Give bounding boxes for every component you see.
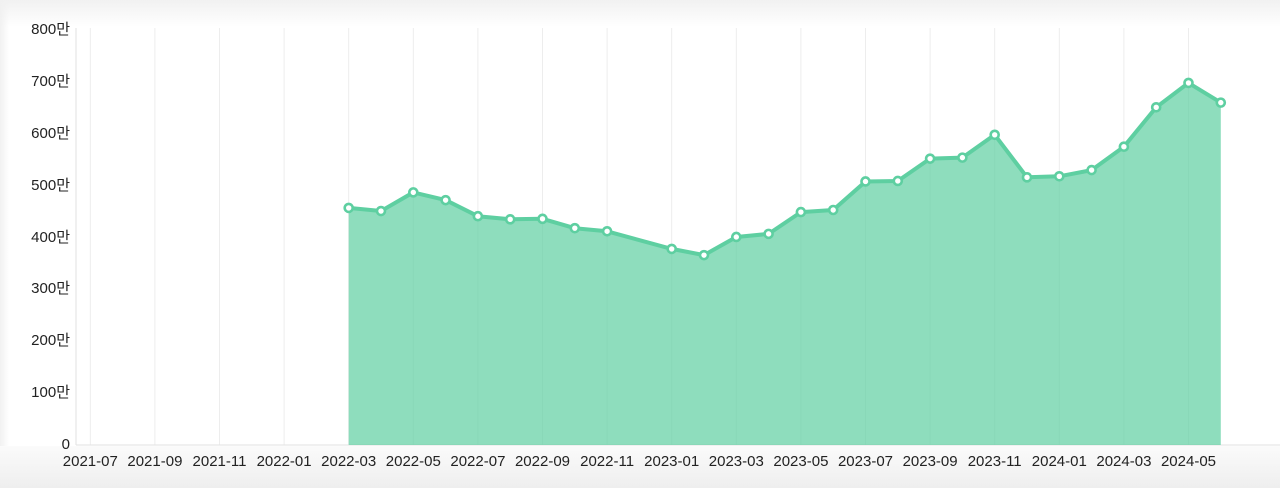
- y-axis-tick-label: 500만: [31, 176, 70, 194]
- data-point-marker[interactable]: [1150, 101, 1162, 113]
- x-axis-tick-label: 2022-11: [580, 453, 635, 470]
- data-point-marker[interactable]: [666, 243, 678, 255]
- data-point-marker[interactable]: [1021, 172, 1033, 183]
- data-point-marker[interactable]: [407, 187, 419, 198]
- data-point-marker[interactable]: [1054, 170, 1065, 182]
- data-point-marker[interactable]: [440, 194, 451, 206]
- data-point-marker[interactable]: [1215, 97, 1227, 108]
- data-point-marker[interactable]: [795, 206, 807, 218]
- data-point-marker[interactable]: [569, 222, 581, 234]
- x-axis-tick-label: 2021-07: [62, 453, 118, 470]
- series-area-fill: [348, 82, 1221, 446]
- data-point-marker[interactable]: [989, 129, 1001, 141]
- data-point-marker[interactable]: [1183, 77, 1194, 89]
- x-axis-tick-label: 2021-09: [127, 453, 183, 470]
- x-axis-tick-label: 2022-05: [385, 453, 441, 470]
- y-axis-tick-label: 600만: [31, 124, 70, 142]
- data-point-marker[interactable]: [892, 175, 904, 187]
- x-axis-tick-label: 2023-03: [708, 453, 764, 470]
- x-axis-tick-label: 2023-11: [967, 453, 1022, 470]
- data-point-marker[interactable]: [601, 225, 613, 237]
- data-point-marker[interactable]: [537, 213, 548, 225]
- data-point-marker[interactable]: [1118, 141, 1130, 153]
- data-point-marker[interactable]: [504, 214, 516, 225]
- x-axis-tick-label: 2022-01: [256, 453, 312, 470]
- x-axis-tick-label: 2024-01: [1031, 453, 1087, 470]
- data-point-marker[interactable]: [698, 249, 710, 261]
- y-axis-tick-label: 300만: [31, 280, 70, 298]
- data-point-marker[interactable]: [1086, 164, 1097, 176]
- data-point-marker[interactable]: [763, 228, 774, 240]
- data-point-marker[interactable]: [924, 153, 936, 164]
- top-edge-gradient: [0, 0, 1280, 27]
- data-point-marker[interactable]: [827, 204, 839, 216]
- bottom-axis-band: [0, 446, 1280, 488]
- data-point-marker[interactable]: [730, 231, 742, 243]
- x-axis-tick-label: 2022-09: [514, 453, 571, 470]
- data-point-marker[interactable]: [957, 152, 968, 163]
- x-axis-tick-label: 2023-09: [902, 453, 958, 470]
- y-axis-tick-label: 200만: [31, 332, 70, 350]
- x-axis-tick-label: 2024-05: [1160, 453, 1217, 470]
- data-point-marker[interactable]: [860, 176, 871, 187]
- x-axis-tick-label: 2022-07: [450, 453, 506, 470]
- data-point-marker[interactable]: [343, 202, 355, 214]
- x-axis-tick-label: 2023-07: [837, 453, 894, 470]
- x-axis-tick-label: 2022-03: [321, 453, 377, 470]
- y-axis-tick-label: 700만: [31, 72, 70, 90]
- data-point-marker[interactable]: [375, 205, 387, 217]
- x-axis-tick-label: 2021-11: [192, 453, 247, 470]
- data-point-marker[interactable]: [472, 210, 484, 222]
- y-axis-tick-label: 400만: [31, 228, 70, 246]
- y-axis-tick-label: 100만: [31, 384, 70, 402]
- y-axis-tick-label: 800만: [31, 21, 70, 38]
- left-edge-gradient: [0, 0, 9, 488]
- x-axis-tick-label: 2024-03: [1096, 453, 1152, 470]
- y-axis-tick-label: 0: [61, 436, 70, 453]
- x-axis-tick-label: 2023-01: [644, 453, 700, 470]
- x-axis-tick-label: 2023-05: [773, 453, 829, 470]
